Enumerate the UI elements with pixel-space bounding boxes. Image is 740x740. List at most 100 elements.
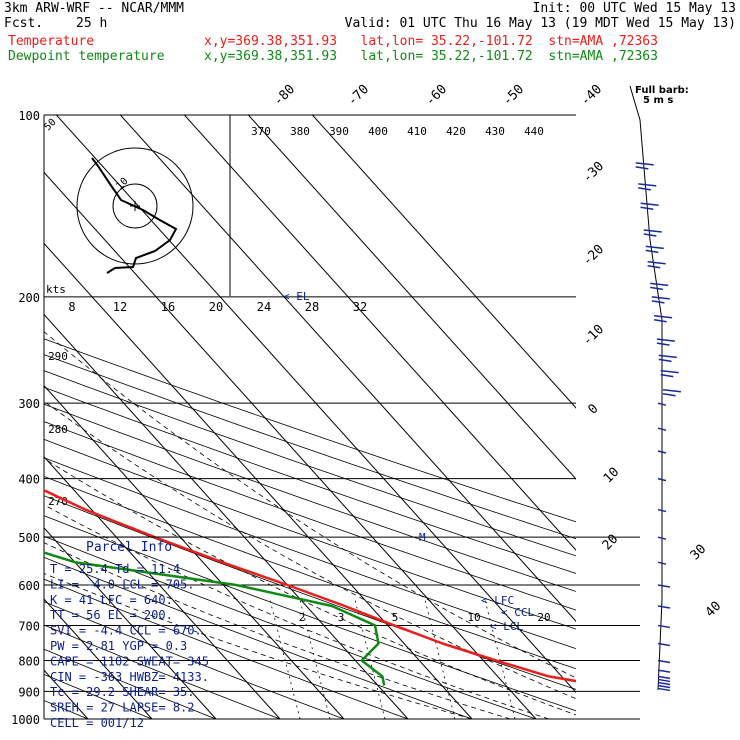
hodograph-ring bbox=[112, 183, 158, 229]
dry-adiabat bbox=[44, 438, 576, 630]
annotation-lfc: < LFC bbox=[481, 594, 514, 607]
isotherm bbox=[248, 115, 576, 480]
annotation-el: < EL bbox=[283, 290, 310, 303]
dry-adiabat bbox=[44, 495, 576, 690]
hodograph-ring-label: 10 bbox=[114, 176, 130, 192]
wind-barb-flag bbox=[650, 286, 663, 291]
wind-barb bbox=[657, 450, 667, 454]
wind-barb bbox=[657, 402, 667, 406]
dry-adiabat bbox=[44, 386, 576, 574]
pressure-label: 700 bbox=[18, 619, 40, 633]
wind-barb bbox=[657, 659, 671, 664]
temperature-label: -20 bbox=[580, 242, 607, 269]
wind-barb bbox=[657, 678, 671, 683]
temperature-label: -50 bbox=[500, 82, 527, 109]
temperature-label: -40 bbox=[578, 82, 605, 109]
wind-barb-flag bbox=[635, 166, 649, 170]
wind-barb bbox=[657, 561, 667, 565]
speed-label: 8 bbox=[68, 300, 75, 314]
wind-barb bbox=[657, 687, 671, 692]
speed-label: 28 bbox=[305, 300, 319, 314]
barb-legend-title: Full barb: bbox=[635, 85, 689, 96]
isotherm bbox=[44, 456, 281, 719]
temperature-label: 30 bbox=[688, 542, 710, 564]
speed-label: 20 bbox=[209, 300, 223, 314]
wind-barb-flag bbox=[645, 249, 659, 254]
wind-barb bbox=[657, 605, 671, 609]
isotherm bbox=[44, 527, 217, 719]
isotherm bbox=[44, 171, 537, 719]
wind-barbs bbox=[629, 85, 682, 692]
dry-adiabat bbox=[44, 648, 217, 719]
dry-adiabat bbox=[44, 556, 473, 719]
speed-label: 32 bbox=[353, 300, 367, 314]
wind-barb bbox=[640, 202, 659, 207]
temperature-profile bbox=[44, 488, 576, 683]
speed-label: 16 bbox=[161, 300, 175, 314]
temperature-label: 20 bbox=[600, 532, 622, 554]
pressure-label: 500 bbox=[18, 531, 40, 545]
wind-barb-flag bbox=[651, 300, 665, 304]
barb-staff bbox=[629, 85, 663, 691]
mixing-ratio-line bbox=[424, 599, 456, 719]
theta-label: 410 bbox=[407, 125, 427, 138]
speed-label: 24 bbox=[257, 300, 271, 314]
temperature-label: 10 bbox=[601, 465, 623, 487]
wind-barb-flag bbox=[647, 265, 661, 269]
temperature-legend: Temperature bbox=[8, 34, 95, 49]
temperature-label: -30 bbox=[580, 159, 607, 186]
dry-adiabat bbox=[44, 403, 576, 592]
forecast-hour: 25 h bbox=[76, 16, 108, 31]
pressure-label: 800 bbox=[18, 654, 40, 668]
pressure-label: 200 bbox=[18, 291, 40, 305]
theta-label: 430 bbox=[485, 125, 505, 138]
wind-barb bbox=[656, 338, 675, 342]
wind-barb bbox=[635, 162, 654, 166]
mixing-ratio-line bbox=[484, 599, 516, 719]
dry-adiabat bbox=[44, 457, 576, 650]
wind-barb bbox=[647, 261, 666, 265]
theta-label: 370 bbox=[251, 125, 271, 138]
wind-barb-flag bbox=[662, 392, 676, 397]
wind-barb-flag bbox=[660, 373, 674, 378]
speed-label: 12 bbox=[113, 300, 127, 314]
annotation-ccl: < CCL bbox=[501, 606, 534, 619]
wind-barb bbox=[657, 675, 671, 680]
wind-barb bbox=[657, 427, 667, 431]
dry-adiabat bbox=[44, 338, 576, 523]
wind-barb bbox=[645, 245, 664, 250]
theta-label: 390 bbox=[329, 125, 349, 138]
wind-barb bbox=[662, 388, 682, 393]
valid-time: Valid: 01 UTC Thu 16 May 13 (19 MDT Wed … bbox=[344, 16, 736, 31]
wind-barb bbox=[657, 681, 671, 686]
dry-adiabat bbox=[44, 354, 576, 540]
parcel-info-row: K = 41 LFC = 640. bbox=[50, 593, 173, 607]
dry-adiabat bbox=[44, 535, 537, 719]
mixing-ratio-label: 5 bbox=[392, 611, 399, 624]
temperature-label: -10 bbox=[580, 322, 607, 349]
wind-barb-flag bbox=[638, 187, 651, 191]
parcel-info-title: Parcel Info bbox=[86, 540, 172, 555]
pressure-label: 600 bbox=[18, 579, 40, 593]
temperature-label: -80 bbox=[271, 82, 298, 109]
hodograph-trace bbox=[91, 157, 178, 274]
pressure-label: 900 bbox=[18, 685, 40, 699]
temperature-station-info: x,y=369.38,351.93 lat,lon= 35.22,-101.72… bbox=[204, 34, 658, 49]
hodograph-units: kts bbox=[46, 283, 66, 296]
theta-label: 420 bbox=[446, 125, 466, 138]
wind-barb bbox=[657, 642, 671, 647]
mixing-ratio-label: 2 bbox=[299, 611, 306, 624]
isotherm bbox=[44, 598, 153, 719]
theta-e-label: 280 bbox=[48, 423, 68, 436]
wind-barb bbox=[657, 624, 671, 629]
dry-adiabat bbox=[44, 475, 576, 670]
temperature-label: -70 bbox=[345, 82, 372, 109]
isotherm bbox=[44, 242, 473, 719]
isotherm bbox=[312, 115, 576, 409]
wind-barb bbox=[654, 315, 673, 319]
temperature-label: 0 bbox=[585, 401, 601, 417]
wind-barb bbox=[643, 229, 662, 233]
theta-label: 440 bbox=[524, 125, 544, 138]
theta-label: 380 bbox=[290, 125, 310, 138]
